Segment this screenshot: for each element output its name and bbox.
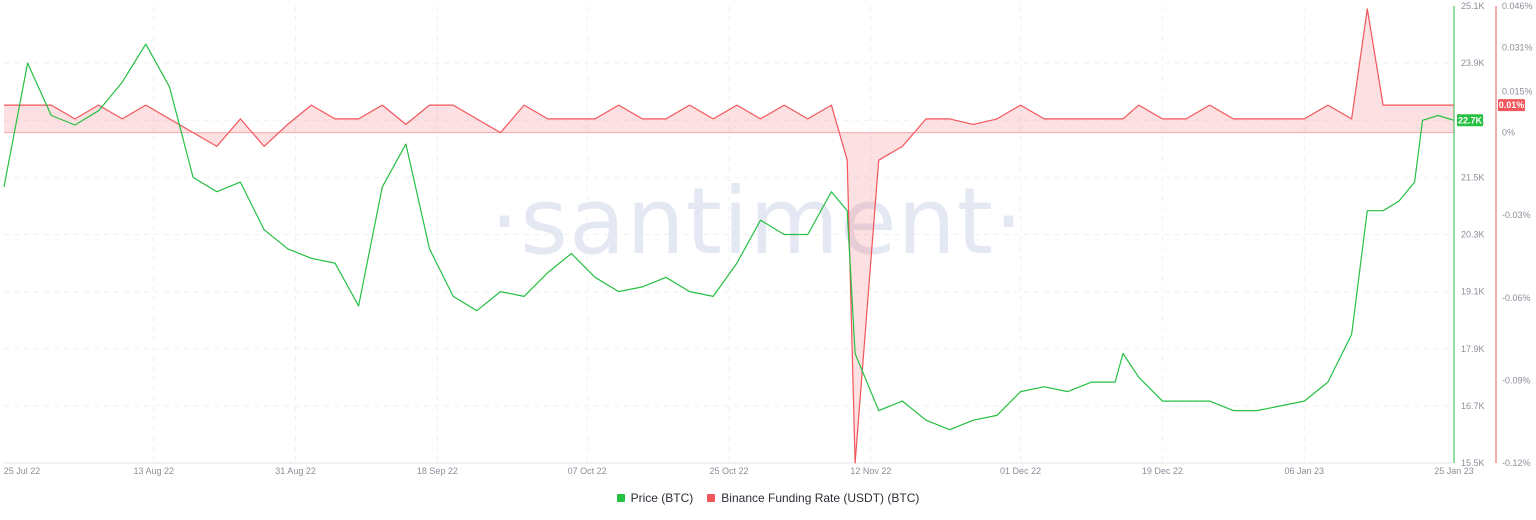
price-legend-swatch	[616, 494, 625, 502]
y-right-tick-label: -0.09%	[1502, 375, 1531, 385]
x-tick-label: 31 Aug 22	[275, 466, 316, 476]
funding-rate-area	[4, 8, 1454, 464]
x-tick-label: 25 Jul 22	[4, 466, 41, 476]
current-rate-badge-text: 0.01%	[1499, 100, 1525, 110]
value-badges: 22.7K 0.01%	[1457, 99, 1525, 127]
y-right-tick-label: 0.015%	[1502, 86, 1533, 96]
axes	[4, 6, 1497, 464]
x-tick-label: 07 Oct 22	[568, 466, 607, 476]
y-left-tick-label: 20.3K	[1461, 230, 1485, 240]
legend-label-funding-rate: Binance Funding Rate (USDT) (BTC)	[721, 491, 920, 505]
x-tick-label: 06 Jan 23	[1284, 466, 1324, 476]
current-price-badge	[1457, 114, 1483, 127]
legend-item-funding-rate[interactable]: Binance Funding Rate (USDT) (BTC)	[707, 491, 919, 505]
legend-label-price: Price (BTC)	[630, 491, 694, 505]
y-left-tick-label: 15.5K	[1461, 458, 1485, 468]
grid	[4, 6, 1454, 463]
funding-rate-series	[4, 8, 1454, 464]
x-tick-label: 01 Dec 22	[1000, 466, 1041, 476]
price-funding-chart: ·santiment· 25.1K 23.9K 22.7K 21.5K 20.3K 19.…	[3, 1, 1533, 476]
x-tick-label: 18 Sep 22	[417, 466, 458, 476]
x-tick-label: 19 Dec 22	[1142, 466, 1183, 476]
y-right-tick-label: 0.031%	[1502, 42, 1533, 52]
y-left-tick-label: 21.5K	[1461, 172, 1485, 182]
y-right-tick-label: -0.03%	[1502, 210, 1531, 220]
legend: Price (BTC) Binance Funding Rate (USDT) …	[0, 491, 1536, 505]
x-tick-label: 12 Nov 22	[850, 466, 891, 476]
funding-rate-line	[4, 8, 1454, 464]
y-left-tick-label: 23.9K	[1461, 58, 1485, 68]
y-right-tick-label: -0.12%	[1502, 458, 1531, 468]
y-right-tick-label: 0%	[1502, 128, 1515, 138]
x-tick-label: 13 Aug 22	[133, 466, 174, 476]
y-left-tick-label: 16.7K	[1461, 401, 1485, 411]
price-series	[3, 43, 1455, 431]
santiment-watermark: ·santiment·	[490, 168, 1024, 275]
price-line	[3, 43, 1455, 431]
y-left-tick-label: 17.9K	[1461, 344, 1485, 354]
funding-legend-swatch	[707, 494, 716, 502]
tick-labels: 25.1K 23.9K 22.7K 21.5K 20.3K 19.1K 17.9K 16.7K…	[4, 1, 1533, 476]
current-price-badge-text: 22.7K	[1458, 115, 1483, 125]
y-right-tick-label: -0.06%	[1502, 293, 1531, 303]
y-left-tick-label: 19.1K	[1461, 287, 1485, 297]
y-right-tick-label: 0.046%	[1502, 1, 1533, 11]
legend-item-price[interactable]: Price (BTC)	[616, 491, 694, 505]
y-left-tick-label: 25.1K	[1461, 1, 1485, 11]
current-rate-badge	[1498, 99, 1525, 112]
x-tick-label: 25 Jan 23	[1434, 466, 1474, 476]
x-tick-label: 25 Oct 22	[709, 466, 748, 476]
